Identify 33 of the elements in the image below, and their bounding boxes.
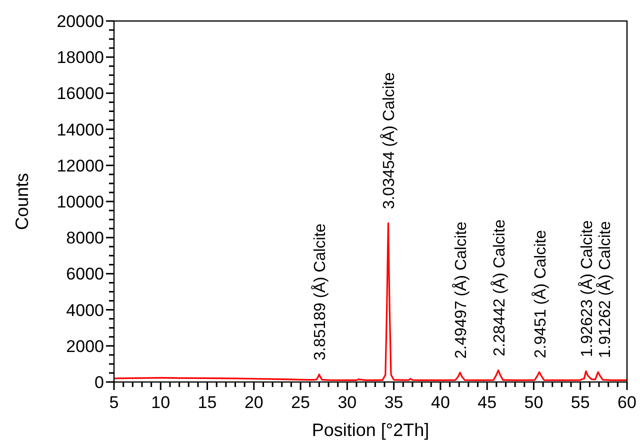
annotation: 3.03454 (Å) Calcite: [380, 72, 398, 210]
x-tick-label: 40: [430, 393, 450, 412]
y-tick-label: 8000: [66, 228, 104, 248]
x-tick-label: 45: [478, 393, 497, 412]
annotation: 2.9451 (Å) Calcite: [531, 230, 550, 358]
y-tick-label: 20000: [56, 12, 104, 31]
y-axis-title: Counts: [12, 172, 32, 230]
line-series: [113, 222, 628, 381]
y-tick-label: 2000: [66, 336, 104, 356]
x-tick-label: 20: [244, 393, 264, 412]
x-tick-label: 35: [384, 393, 404, 412]
annotation: 2.28442 (Å) Calcite: [490, 219, 508, 356]
y-tick-label: 10000: [56, 192, 104, 212]
x-tick-label: 5: [109, 393, 119, 412]
y-tick-label: 6000: [66, 264, 104, 284]
y-tick-label: 18000: [56, 48, 104, 68]
annotation: 1.92623 (Å) Calcite: [578, 220, 596, 358]
x-tick-label: 15: [198, 393, 217, 412]
x-tick-label: 10: [151, 393, 170, 412]
x-tick-label: 55: [570, 393, 590, 412]
y-tick-label: 12000: [56, 156, 104, 176]
annotation: 1.91262 (Å) Calcite: [596, 221, 614, 358]
x-tick-label: 60: [618, 393, 636, 412]
y-tick-label: 14000: [56, 120, 104, 140]
y-tick-label: 4000: [66, 300, 104, 320]
y-tick-label: 0: [94, 373, 104, 392]
x-tick-label: 50: [524, 393, 544, 412]
annotation: 2.49497 (Å) Calcite: [452, 222, 470, 359]
x-axis-title: Position [°2Th]: [312, 420, 430, 440]
y-tick-label: 16000: [56, 84, 104, 104]
x-tick-label: 25: [291, 393, 310, 412]
annotation: 3.85189 (Å) Calcite: [311, 223, 330, 360]
x-tick-label: 30: [338, 393, 357, 412]
